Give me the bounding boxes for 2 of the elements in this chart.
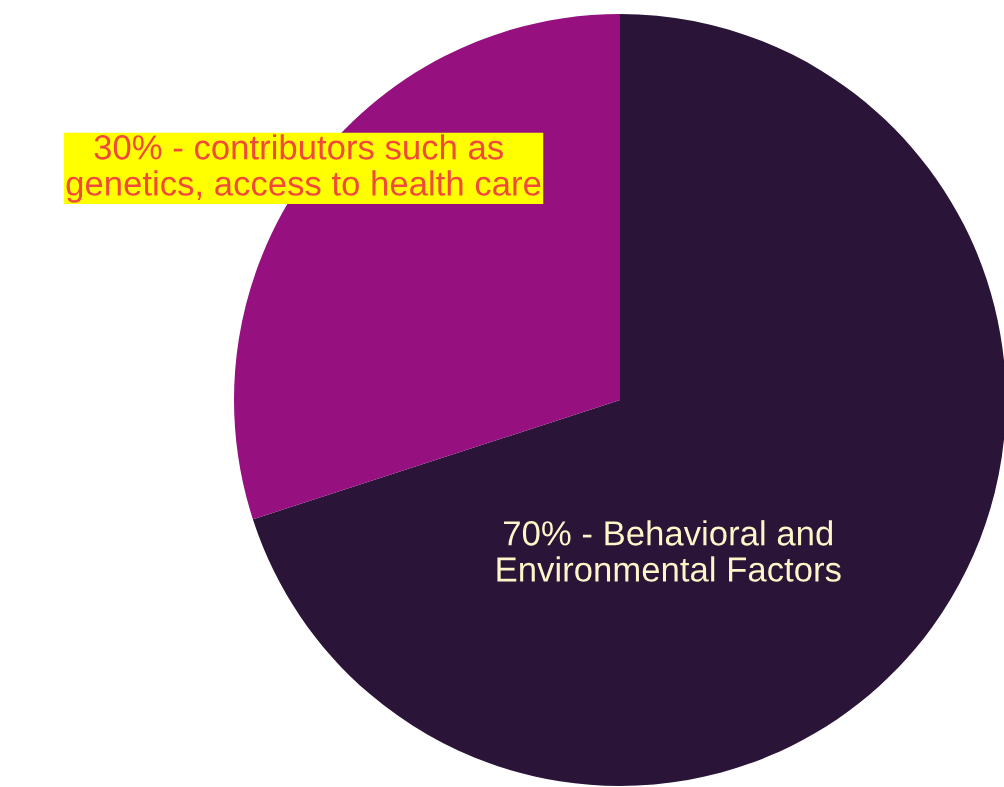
slice-label: 70% - Behavioral and Environmental Factors [497, 520, 841, 582]
slice-label: 30% - contributors such as genetics, access to health care [66, 134, 541, 203]
